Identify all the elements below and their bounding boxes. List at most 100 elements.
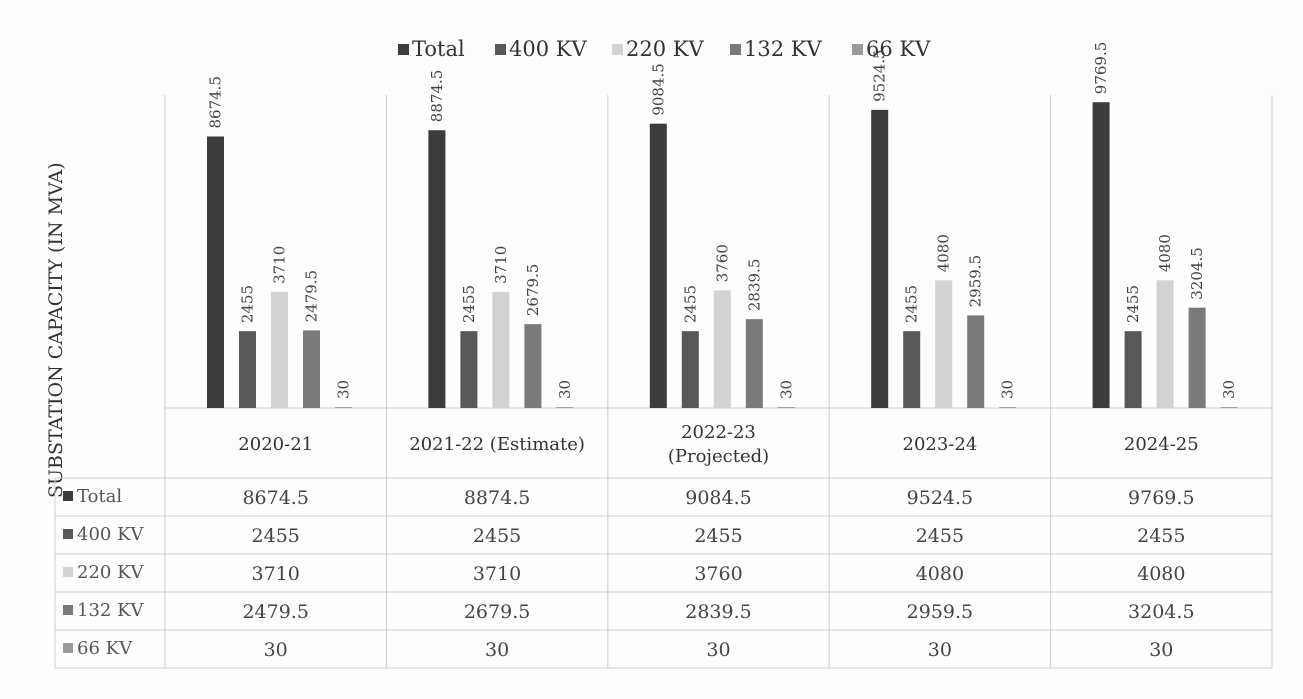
data-label: 2679.5: [524, 264, 542, 317]
bar-66-kv: [1220, 407, 1238, 408]
data-label: 2455: [681, 285, 699, 323]
bar-132-kv: [745, 319, 763, 408]
bar-total: [871, 109, 889, 408]
table-cell: 9084.5: [685, 487, 751, 509]
table-cell: 3204.5: [1128, 601, 1194, 623]
legend-swatch-220-kv: [612, 44, 623, 55]
data-label: 2959.5: [967, 255, 985, 308]
data-label: 3760: [713, 244, 731, 282]
y-axis-title: SUBSTATION CAPACITY (IN MVA): [45, 162, 67, 498]
data-label: 8674.5: [207, 76, 225, 129]
bar-400-kv: [460, 331, 478, 408]
legend-swatch-400-kv: [495, 44, 506, 55]
bar-66-kv: [999, 407, 1017, 408]
data-label: 30: [777, 380, 795, 399]
legend-swatch-total: [398, 44, 409, 55]
bar-400-kv: [1124, 331, 1142, 408]
data-label: 2839.5: [745, 259, 763, 312]
table-cell: 2839.5: [685, 601, 751, 623]
data-label: 4080: [1156, 234, 1174, 272]
category-label: 2020-21: [238, 434, 313, 455]
bar-132-kv: [967, 315, 985, 408]
table-swatch-220-kv: [63, 567, 73, 577]
bar-220-kv: [492, 291, 510, 408]
table-row-label-132-kv: 132 KV: [77, 600, 145, 621]
bar-132-kv: [303, 330, 320, 408]
bar-220-kv: [713, 290, 731, 408]
bar-132-kv: [1188, 307, 1206, 408]
legend-label-400-kv: 400 KV: [509, 37, 587, 61]
data-label: 30: [999, 380, 1017, 399]
data-label: 3710: [271, 246, 289, 284]
data-label: 30: [556, 380, 574, 399]
table-row-label-total: Total: [77, 486, 122, 507]
bar-total: [428, 130, 446, 408]
category-label: 2023-24: [903, 434, 978, 455]
table-cell: 8674.5: [242, 487, 308, 509]
data-label: 3710: [492, 246, 510, 284]
table-cell: 3710: [473, 563, 521, 585]
category-label: 2024-25: [1124, 434, 1199, 455]
data-label: 9769.5: [1092, 42, 1110, 95]
table-cell: 9769.5: [1128, 487, 1194, 509]
data-label: 2455: [1124, 285, 1142, 323]
table-cell: 3760: [694, 563, 742, 585]
table-cell: 30: [706, 639, 730, 661]
data-label: 2455: [903, 285, 921, 323]
bar-66-kv: [556, 407, 574, 408]
bar-66-kv: [335, 407, 352, 408]
table-cell: 9524.5: [907, 487, 973, 509]
data-label: 4080: [935, 234, 953, 272]
data-label: 2455: [239, 285, 257, 323]
table-cell: 4080: [1137, 563, 1185, 585]
legend-label-66-kv: 66 KV: [866, 37, 931, 61]
bar-220-kv: [271, 291, 288, 408]
data-label: 3204.5: [1188, 247, 1206, 300]
data-label: 30: [1220, 380, 1238, 399]
table-swatch-66-kv: [63, 643, 73, 653]
bar-total: [1092, 102, 1110, 408]
bar-400-kv: [681, 331, 699, 408]
table-cell: 30: [264, 639, 288, 661]
bar-66-kv: [777, 407, 795, 408]
table-cell: 2455: [694, 525, 742, 547]
legend-swatch-66-kv: [852, 44, 863, 55]
category-label: 2021-22 (Estimate): [409, 434, 585, 455]
table-cell: 4080: [916, 563, 964, 585]
table-swatch-400-kv: [63, 529, 73, 539]
table-cell: 8874.5: [464, 487, 530, 509]
bar-total: [649, 123, 667, 408]
table-cell: 30: [485, 639, 509, 661]
bar-132-kv: [524, 324, 542, 408]
category-label: 2022-23: [681, 422, 756, 443]
bar-total: [207, 136, 224, 408]
table-row-label-66-kv: 66 KV: [77, 638, 133, 659]
table-cell: 3710: [252, 563, 300, 585]
table-cell: 2479.5: [242, 601, 308, 623]
category-label: (Projected): [668, 446, 769, 467]
table-swatch-132-kv: [63, 605, 73, 615]
table-cell: 2455: [1137, 525, 1185, 547]
legend-label-total: Total: [412, 37, 465, 61]
table-cell: 2679.5: [464, 601, 530, 623]
data-label: 9524.5: [871, 49, 889, 102]
table-row-label-220-kv: 220 KV: [77, 562, 145, 583]
data-label: 8874.5: [428, 70, 446, 123]
table-row-label-400-kv: 400 KV: [77, 524, 145, 545]
legend-swatch-132-kv: [730, 44, 741, 55]
bar-400-kv: [239, 331, 256, 408]
bar-220-kv: [935, 280, 953, 408]
legend-label-132-kv: 132 KV: [744, 37, 822, 61]
data-label: 30: [335, 380, 353, 399]
legend-label-220-kv: 220 KV: [626, 37, 704, 61]
bar-400-kv: [903, 331, 921, 408]
data-label: 9084.5: [649, 63, 667, 116]
table-cell: 30: [928, 639, 952, 661]
data-label: 2479.5: [303, 270, 321, 323]
data-label: 2455: [460, 285, 478, 323]
bar-220-kv: [1156, 280, 1174, 408]
table-cell: 30: [1149, 639, 1173, 661]
table-cell: 2455: [916, 525, 964, 547]
